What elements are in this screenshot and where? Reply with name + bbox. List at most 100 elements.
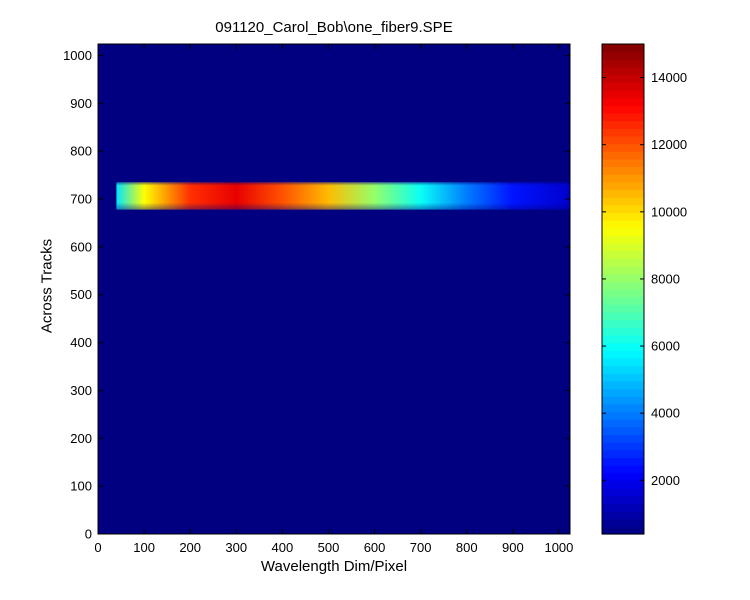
colorbar-segment <box>602 166 644 175</box>
colorbar-segment <box>602 403 644 413</box>
colorbar-segment <box>602 342 644 351</box>
colorbar-segment <box>602 289 644 298</box>
y-tick-label: 300 <box>70 383 92 398</box>
colorbar-segment <box>602 411 644 420</box>
y-tick-label: 1000 <box>63 48 92 63</box>
colorbar-frame <box>601 43 645 535</box>
colorbar-segment <box>602 66 644 76</box>
colorbar-tick-label: 2000 <box>651 473 680 488</box>
colorbar-segment <box>602 158 644 168</box>
colorbar-tick-label: 14000 <box>651 70 687 85</box>
colorbar-segment <box>602 204 644 214</box>
colorbar-segment <box>602 503 644 512</box>
colorbar-segment <box>602 105 644 114</box>
x-tick-label: 700 <box>410 540 432 555</box>
colorbar-segment <box>602 442 644 451</box>
x-tick-label: 300 <box>225 540 247 555</box>
x-tick-label: 500 <box>318 540 340 555</box>
colorbar-segment <box>602 266 644 275</box>
x-tick-label: 900 <box>502 540 524 555</box>
colorbar-segment <box>602 373 644 382</box>
colorbar-segment <box>602 235 644 244</box>
colorbar-tick-label: 6000 <box>651 339 680 354</box>
y-tick-label: 700 <box>70 192 92 207</box>
colorbar-segment <box>602 89 644 99</box>
colorbar-segment <box>602 304 644 313</box>
y-tick-label: 800 <box>70 144 92 159</box>
colorbar-segment <box>602 74 644 83</box>
colorbar-segment <box>602 380 644 390</box>
x-tick-label: 600 <box>364 540 386 555</box>
plot-frame <box>97 43 571 535</box>
colorbar-segment <box>602 250 644 259</box>
y-tick-label: 0 <box>85 527 92 542</box>
colorbar-segment <box>602 51 644 60</box>
y-tick-label: 400 <box>70 335 92 350</box>
heatmap-background <box>98 44 570 534</box>
colorbar-segment <box>602 143 644 152</box>
colorbar-segment <box>602 388 644 397</box>
colorbar-segment <box>602 151 644 160</box>
colorbar-segment <box>602 457 644 466</box>
colorbar-segment <box>602 227 644 237</box>
colorbar-segment <box>602 518 644 527</box>
x-tick-label: 800 <box>456 540 478 555</box>
colorbar-tick-label: 10000 <box>651 204 687 219</box>
colorbar-segment <box>602 365 644 374</box>
colorbar-segment <box>602 334 644 344</box>
colorbar-segment <box>602 243 644 252</box>
colorbar-segment <box>602 189 644 198</box>
colorbar-segment <box>602 273 644 282</box>
colorbar-segment <box>602 327 644 336</box>
colorbar-segment <box>602 82 644 91</box>
colorbar-segment <box>602 112 644 122</box>
colorbar-segment <box>602 258 644 267</box>
colorbar-segment <box>602 59 644 68</box>
colorbar-segment <box>602 426 644 436</box>
y-tick-label: 100 <box>70 479 92 494</box>
colorbar-segment <box>602 197 644 206</box>
x-tick-label: 1000 <box>544 540 573 555</box>
x-tick-label: 200 <box>179 540 201 555</box>
colorbar-segment <box>602 311 644 321</box>
x-tick-label: 400 <box>272 540 294 555</box>
y-tick-label: 200 <box>70 431 92 446</box>
colorbar-segment <box>602 449 644 459</box>
colorbar-segment <box>602 495 644 504</box>
colorbar-segment <box>602 526 644 535</box>
colorbar-segment <box>602 434 644 443</box>
colorbar-segment <box>602 465 644 474</box>
x-tick-label: 100 <box>133 540 155 555</box>
colorbar-segment <box>602 97 644 106</box>
colorbar-segment <box>602 212 644 221</box>
colorbar-tick-label: 4000 <box>651 406 680 421</box>
chart-title: 091120_Carol_Bob\one_fiber9.SPE <box>215 19 453 36</box>
colorbar-segment <box>602 220 644 229</box>
colorbar-segment <box>602 181 644 191</box>
colorbar-tick-label: 8000 <box>651 271 680 286</box>
colorbar-segment <box>602 480 644 489</box>
colorbar-segment <box>602 296 644 305</box>
colorbar-segment <box>602 488 644 497</box>
colorbar-segment <box>602 511 644 520</box>
colorbar-tick-label: 12000 <box>651 137 687 152</box>
heatmap-band-shading <box>116 182 570 210</box>
y-tick-label: 600 <box>70 239 92 254</box>
colorbar-segment <box>602 128 644 137</box>
x-tick-label: 0 <box>94 540 101 555</box>
x-axis-label: Wavelength Dim/Pixel <box>260 558 408 575</box>
colorbar-segment <box>602 281 644 290</box>
colorbar-segment <box>602 472 644 482</box>
colorbar-segment <box>602 44 644 53</box>
colorbar-segment <box>602 120 644 129</box>
colorbar-segment <box>602 350 644 359</box>
colorbar-segment <box>602 396 644 405</box>
y-tick-label: 900 <box>70 96 92 111</box>
colorbar-segment <box>602 357 644 367</box>
y-tick-label: 500 <box>70 287 92 302</box>
colorbar-segment <box>602 319 644 328</box>
colorbar-segment <box>602 135 644 145</box>
colorbar-segment <box>602 174 644 183</box>
